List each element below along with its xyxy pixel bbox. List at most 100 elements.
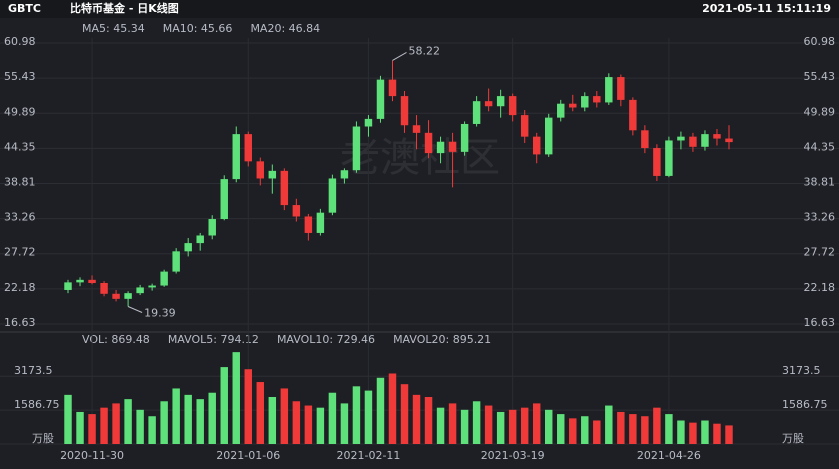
volume-bar — [532, 403, 541, 444]
candle-body — [304, 216, 313, 233]
volume-bar — [328, 392, 337, 444]
candle-body — [508, 96, 517, 116]
volume-bar — [100, 407, 108, 444]
candle-body — [641, 130, 649, 149]
candle-body — [665, 140, 673, 176]
y-tick-label-left: 33.26 — [4, 211, 36, 224]
candle-body — [352, 126, 361, 171]
candle-body — [448, 141, 457, 152]
volume-bar — [569, 418, 577, 444]
candle-body — [400, 96, 409, 126]
volume-bar — [677, 420, 685, 444]
candle-body — [484, 101, 493, 107]
candle-body — [412, 125, 421, 133]
candle-body — [124, 293, 132, 299]
candle-body — [605, 77, 613, 103]
candle-body — [76, 279, 84, 283]
y-tick-label-right: 49.89 — [804, 105, 836, 118]
candle-body — [653, 148, 661, 176]
volume-bar — [424, 397, 433, 444]
candle-body — [148, 285, 156, 288]
volume-bar — [472, 401, 481, 444]
volume-bar — [689, 422, 697, 444]
volume-bar — [316, 407, 325, 444]
ma-legend: MA5: 45.34 — [82, 22, 145, 35]
x-tick-label: 2020-11-30 — [60, 449, 124, 462]
volume-bar — [400, 384, 409, 444]
volume-bar — [641, 416, 649, 444]
volume-bar — [653, 407, 661, 444]
candle-body — [220, 179, 228, 220]
volume-bar — [112, 403, 120, 444]
y-tick-label-right: 55.43 — [804, 70, 836, 83]
candle-body — [460, 123, 469, 152]
max-leader — [392, 52, 407, 61]
volume-bar — [340, 403, 349, 444]
volume-bar — [665, 414, 673, 444]
volume-bar — [64, 394, 72, 444]
volume-bar — [220, 367, 228, 444]
candle-body — [340, 170, 349, 179]
candle-body — [581, 96, 589, 108]
vol-legend: MAVOL20: 895.21 — [393, 333, 491, 346]
vol-tick-label-right: 3173.5 — [782, 364, 821, 377]
volume-bar — [136, 409, 144, 444]
volume-bar — [460, 409, 469, 444]
y-tick-label-left: 22.18 — [4, 281, 36, 294]
ma-legend: MA10: 45.66 — [163, 22, 233, 35]
volume-bar — [436, 407, 445, 444]
volume-bar — [256, 382, 265, 444]
volume-bar — [196, 399, 204, 444]
symbol: GBTC — [8, 2, 41, 15]
candle-body — [677, 136, 685, 141]
candle-body — [136, 287, 144, 294]
candle-body — [112, 293, 120, 299]
candle-body — [725, 138, 733, 143]
candle-body — [593, 96, 601, 103]
volume-bar — [605, 405, 613, 444]
chart-title: 比特币基金 - 日K线图 — [70, 1, 179, 15]
candle-body — [280, 170, 289, 206]
vol-legend: MAVOL10: 729.46 — [277, 333, 375, 346]
candle-body — [376, 79, 385, 119]
volume-bar — [629, 414, 637, 444]
ma-legend: MA20: 46.84 — [250, 22, 320, 35]
y-tick-label-left: 49.89 — [4, 105, 36, 118]
candle-body — [520, 115, 529, 137]
volume-bar — [388, 373, 397, 444]
volume-bar — [520, 407, 529, 444]
volume-bar — [352, 386, 361, 444]
candle-body — [328, 178, 337, 213]
x-tick-label: 2021-03-19 — [481, 449, 545, 462]
vol-tick-label-left: 3173.5 — [14, 364, 53, 377]
volume-bar — [376, 377, 385, 444]
candle-body — [232, 134, 240, 180]
x-tick-label: 2021-04-26 — [637, 449, 701, 462]
volume-bar — [208, 392, 216, 444]
x-tick-label: 2021-01-06 — [216, 449, 280, 462]
volume-bar — [76, 411, 84, 444]
volume-bar — [172, 388, 180, 444]
candle-body — [532, 136, 541, 155]
y-tick-label-right: 27.72 — [804, 246, 836, 259]
vol-tick-label-left: 万股 — [32, 432, 54, 445]
volume-bar — [88, 414, 96, 444]
volume-bar — [292, 401, 301, 444]
volume-bar — [364, 390, 373, 444]
volume-bar — [268, 397, 277, 444]
volume-bar — [244, 369, 253, 444]
volume-bar — [581, 416, 589, 444]
candle-body — [196, 235, 204, 244]
y-tick-label-left: 38.81 — [4, 175, 36, 188]
candle-body — [292, 205, 301, 217]
max-label: 58.22 — [408, 44, 440, 57]
y-tick-label-right: 16.63 — [804, 316, 836, 329]
candle-body — [617, 77, 625, 100]
candle-body — [701, 134, 709, 147]
candle-body — [388, 79, 397, 97]
volume-bar — [232, 352, 240, 444]
candle-body — [629, 99, 637, 131]
vol-legend: VOL: 869.48 — [82, 333, 150, 346]
volume-bar — [701, 420, 709, 444]
min-leader — [127, 306, 143, 313]
